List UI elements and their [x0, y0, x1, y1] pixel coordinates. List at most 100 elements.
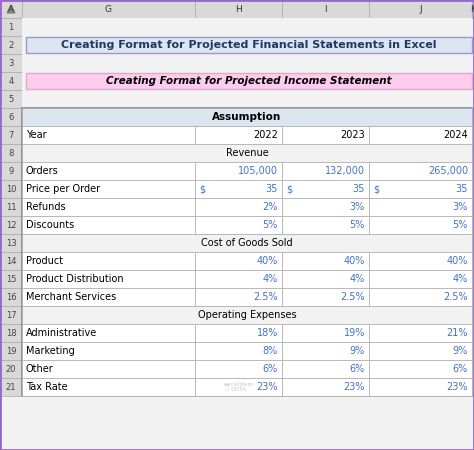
- Text: 15: 15: [6, 274, 16, 284]
- Text: 5%: 5%: [453, 220, 468, 230]
- Text: Assumption: Assumption: [212, 112, 282, 122]
- Text: 2.5%: 2.5%: [340, 292, 365, 302]
- Text: A: A: [8, 4, 14, 13]
- Text: I: I: [324, 4, 327, 13]
- Text: 4: 4: [9, 76, 14, 86]
- Text: 2.5%: 2.5%: [443, 292, 468, 302]
- Bar: [0, 288, 22, 306]
- Bar: [369, 198, 472, 216]
- Text: Product: Product: [26, 256, 63, 266]
- Bar: [0, 126, 22, 144]
- Text: 35: 35: [353, 184, 365, 194]
- Bar: [369, 324, 472, 342]
- Text: 6%: 6%: [350, 364, 365, 374]
- Bar: [22, 360, 195, 378]
- Text: 6: 6: [9, 112, 14, 122]
- Text: 2.5%: 2.5%: [254, 292, 278, 302]
- Text: 2024: 2024: [443, 130, 468, 140]
- Text: 3: 3: [9, 58, 14, 68]
- Bar: [369, 342, 472, 360]
- Text: 6%: 6%: [453, 364, 468, 374]
- Bar: [369, 252, 472, 270]
- Bar: [22, 72, 472, 90]
- Bar: [282, 162, 369, 180]
- Bar: [282, 0, 369, 18]
- Text: 2%: 2%: [263, 202, 278, 212]
- Text: 21%: 21%: [447, 328, 468, 338]
- Text: 12: 12: [6, 220, 16, 230]
- Bar: [22, 234, 472, 252]
- Bar: [22, 198, 472, 216]
- Text: 35: 35: [265, 184, 278, 194]
- Text: 7: 7: [9, 130, 14, 140]
- Bar: [0, 54, 22, 72]
- Bar: [195, 180, 282, 198]
- Bar: [369, 0, 472, 18]
- Bar: [22, 360, 472, 378]
- Text: 23%: 23%: [256, 382, 278, 392]
- Text: H: H: [235, 4, 242, 13]
- Bar: [282, 252, 369, 270]
- Text: 4%: 4%: [263, 274, 278, 284]
- Bar: [195, 198, 282, 216]
- Text: Product Distribution: Product Distribution: [26, 274, 124, 284]
- Text: $: $: [286, 184, 292, 194]
- Bar: [22, 180, 195, 198]
- Text: 5: 5: [9, 94, 14, 104]
- Bar: [282, 198, 369, 216]
- Text: 2023: 2023: [340, 130, 365, 140]
- Bar: [22, 342, 472, 360]
- Bar: [0, 162, 22, 180]
- Text: Tax Rate: Tax Rate: [26, 382, 68, 392]
- Bar: [282, 360, 369, 378]
- Text: 5%: 5%: [350, 220, 365, 230]
- Bar: [0, 180, 22, 198]
- Text: 40%: 40%: [256, 256, 278, 266]
- Bar: [22, 90, 472, 108]
- Bar: [282, 216, 369, 234]
- Bar: [195, 378, 282, 396]
- Text: 10: 10: [6, 184, 16, 194]
- Bar: [0, 342, 22, 360]
- Bar: [369, 360, 472, 378]
- Text: Creating Format for Projected Income Statement: Creating Format for Projected Income Sta…: [106, 76, 392, 86]
- Bar: [195, 216, 282, 234]
- Text: 40%: 40%: [447, 256, 468, 266]
- Bar: [22, 252, 472, 270]
- Bar: [195, 324, 282, 342]
- Bar: [0, 90, 22, 108]
- Text: 23%: 23%: [447, 382, 468, 392]
- Text: 105,000: 105,000: [238, 166, 278, 176]
- Bar: [22, 378, 472, 396]
- Text: 🏠: 🏠: [224, 384, 228, 390]
- Bar: [22, 180, 472, 198]
- Bar: [22, 342, 195, 360]
- Bar: [22, 162, 472, 180]
- Bar: [0, 72, 22, 90]
- Text: Discounts: Discounts: [26, 220, 74, 230]
- Bar: [282, 288, 369, 306]
- Bar: [369, 378, 472, 396]
- Text: 18: 18: [6, 328, 16, 338]
- Bar: [0, 198, 22, 216]
- Text: Merchant Services: Merchant Services: [26, 292, 116, 302]
- Text: 3%: 3%: [350, 202, 365, 212]
- Bar: [369, 288, 472, 306]
- Text: Administrative: Administrative: [26, 328, 97, 338]
- Bar: [22, 108, 472, 126]
- Text: 35: 35: [456, 184, 468, 194]
- Text: 265,000: 265,000: [428, 166, 468, 176]
- Text: $: $: [199, 184, 205, 194]
- Bar: [22, 234, 472, 252]
- Bar: [22, 18, 472, 36]
- Text: 6%: 6%: [263, 364, 278, 374]
- Bar: [22, 162, 195, 180]
- Text: $: $: [373, 184, 379, 194]
- Text: exceldem
DATA: exceldem DATA: [223, 382, 254, 392]
- Text: Price per Order: Price per Order: [26, 184, 100, 194]
- Bar: [0, 144, 22, 162]
- Text: 132,000: 132,000: [325, 166, 365, 176]
- Bar: [0, 36, 22, 54]
- Text: 9%: 9%: [453, 346, 468, 356]
- Text: 5%: 5%: [263, 220, 278, 230]
